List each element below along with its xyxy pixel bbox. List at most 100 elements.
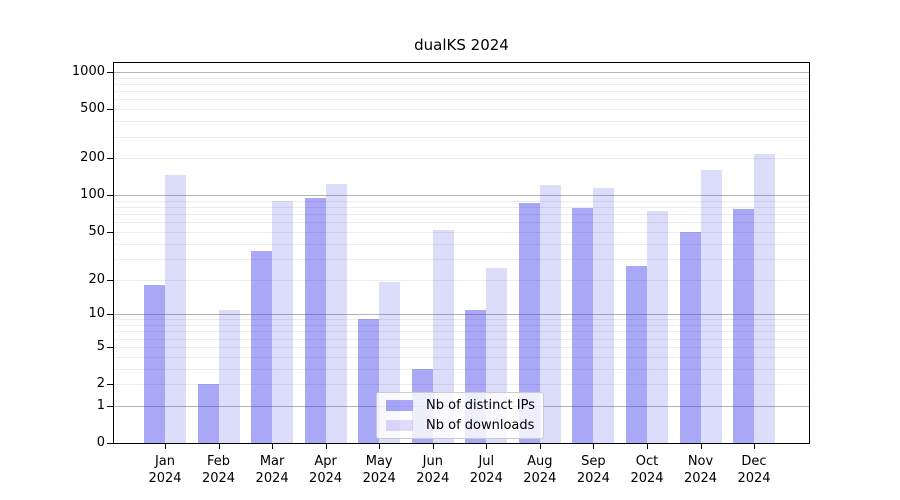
bar-distinct-ips [518, 203, 540, 443]
x-tick-label: Jan 2024 [148, 454, 182, 486]
major-gridline [113, 314, 810, 316]
minor-gridline [113, 338, 810, 340]
y-tick-label: 5 [96, 338, 105, 354]
minor-gridline [113, 121, 810, 123]
minor-gridline [113, 214, 810, 216]
legend-label-distinct-ips: Nb of distinct IPs [426, 398, 535, 413]
legend-entry-distinct-ips: Nb of distinct IPs [386, 398, 543, 413]
x-tick-mark [593, 444, 595, 449]
bar-distinct-ips [572, 207, 594, 443]
bar-downloads [647, 211, 668, 443]
legend-label-downloads: Nb of downloads [426, 418, 535, 433]
y-tick-mark [107, 405, 113, 407]
major-gridline [113, 195, 810, 197]
minor-gridline [113, 136, 810, 138]
x-tick-mark [272, 444, 274, 449]
minor-gridline [113, 99, 810, 101]
x-tick-mark [539, 444, 541, 449]
x-tick-label: Jul 2024 [469, 454, 503, 486]
minor-gridline [113, 319, 810, 321]
plot-border-right [809, 62, 810, 444]
y-tick-label: 500 [80, 101, 105, 117]
minor-gridline [113, 207, 810, 208]
y-tick-mark [107, 72, 113, 73]
plot-border-top [113, 62, 810, 63]
minor-gridline [113, 91, 810, 93]
bar-downloads [325, 183, 347, 443]
x-tick-label: Apr 2024 [309, 454, 343, 486]
x-tick-label: Mar 2024 [255, 454, 289, 486]
legend-swatch-distinct-ips [386, 400, 413, 411]
bars-layer [113, 62, 810, 444]
minor-gridline [113, 77, 810, 79]
x-tick-mark [700, 444, 702, 449]
x-tick-label: May 2024 [362, 454, 396, 486]
bar-distinct-ips [144, 284, 165, 443]
y-axis: 0 1 2 5 10 20 50 100 200 500 1000 [72, 62, 810, 450]
minor-gridline [113, 231, 810, 233]
minor-gridline [113, 279, 810, 281]
x-tick-mark [218, 444, 220, 449]
minor-gridline [113, 325, 810, 326]
y-tick-label: 1000 [71, 64, 105, 79]
minor-gridline [113, 331, 810, 333]
y-tick-mark [107, 346, 113, 348]
minor-gridline [113, 356, 810, 358]
legend-entry-downloads: Nb of downloads [386, 418, 543, 433]
bar-downloads [272, 200, 294, 443]
x-tick-label: Dec 2024 [737, 454, 771, 486]
x-tick-label: Nov 2024 [683, 454, 718, 486]
y-tick-label: 200 [80, 150, 105, 166]
plot-frame [113, 62, 810, 444]
y-tick-label: 20 [88, 271, 105, 287]
minor-gridline [113, 243, 810, 245]
bar-distinct-ips [679, 231, 701, 443]
bar-distinct-ips [626, 266, 647, 443]
y-tick-label: 50 [88, 223, 105, 239]
minor-gridline [113, 346, 810, 348]
grid-layer [113, 62, 810, 444]
x-tick-mark [165, 444, 166, 449]
bar-distinct-ips [251, 250, 273, 443]
x-tick-label: Jun 2024 [416, 454, 450, 486]
major-gridline [113, 72, 810, 73]
y-tick-mark [107, 158, 113, 160]
bar-distinct-ips [197, 384, 219, 443]
x-tick-mark [754, 444, 755, 449]
y-tick-mark [107, 195, 113, 197]
legend-swatch-downloads [386, 420, 413, 431]
y-tick-label: 0 [96, 435, 105, 450]
y-tick-mark [107, 279, 113, 281]
x-tick-label: Oct 2024 [630, 454, 664, 486]
x-tick-mark [647, 444, 648, 449]
x-tick-label: Sep 2024 [576, 454, 610, 486]
chart-title: dualKS 2024 [414, 36, 509, 54]
bar-distinct-ips [733, 209, 754, 443]
x-tick-mark [432, 444, 434, 449]
bar-downloads [165, 175, 186, 443]
minor-gridline [113, 258, 810, 260]
minor-gridline [113, 384, 810, 385]
bar-distinct-ips [358, 319, 380, 444]
bar-downloads [539, 184, 561, 443]
y-tick-mark [107, 109, 113, 111]
bar-downloads [432, 229, 454, 443]
bar-downloads [700, 170, 722, 443]
x-tick-label: Aug 2024 [523, 454, 557, 486]
plot-border-left [113, 62, 114, 444]
x-tick-mark [325, 444, 327, 449]
y-tick-mark [107, 231, 113, 233]
plot-area: 0 1 2 5 10 20 50 100 200 500 1000 Jan 2024 Feb 2024… [72, 62, 810, 486]
bar-distinct-ips [304, 197, 326, 443]
minor-gridline [113, 158, 810, 160]
y-tick-mark [107, 314, 113, 316]
bar-downloads [593, 188, 615, 443]
y-tick-label: 10 [88, 306, 105, 322]
minor-gridline [113, 368, 810, 370]
x-axis: Jan 2024 Feb 2024 Mar 2024 Apr 2024 May 2024… [113, 62, 810, 486]
x-tick-mark [486, 444, 488, 449]
bar-downloads [754, 154, 775, 443]
minor-gridline [113, 84, 810, 85]
minor-gridline [113, 222, 810, 224]
